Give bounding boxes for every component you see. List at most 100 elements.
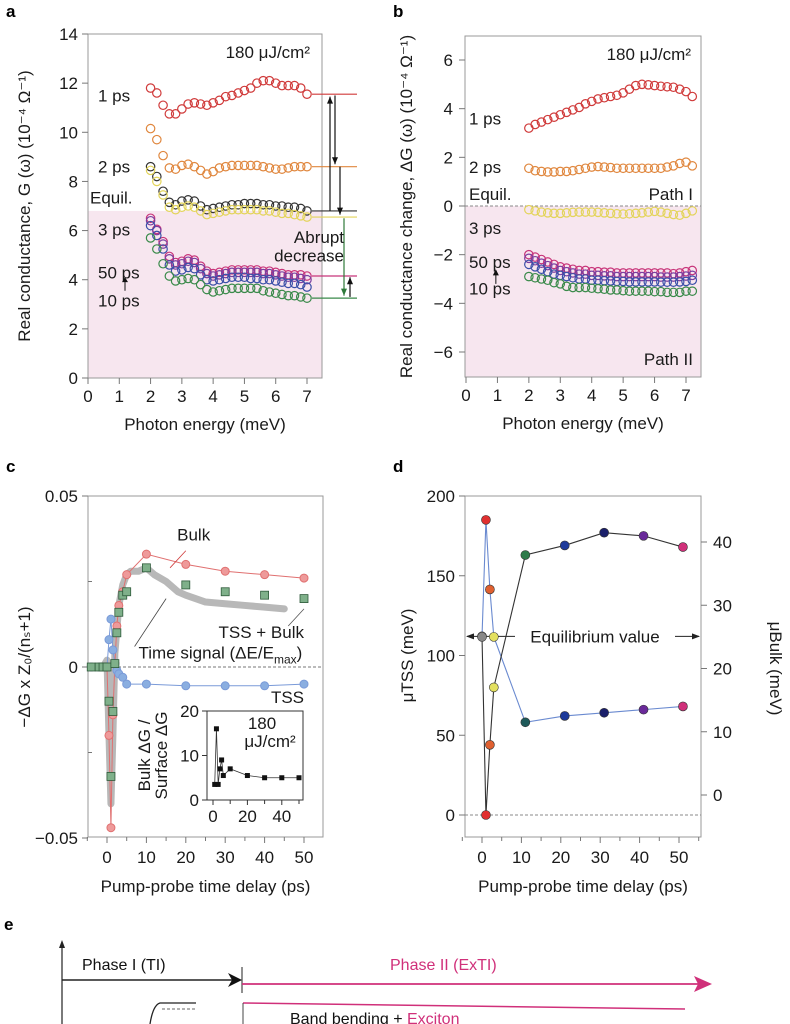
data-point-1-ps [536,117,547,127]
data-point-10-ps [164,271,175,281]
data-point-blue [624,277,635,287]
data-point-blue [524,259,534,270]
y-right-axis-label: μBulk (meV) [766,622,785,716]
y-right-tick-label: 20 [713,660,732,679]
data-point-10-ps [524,271,534,282]
data-point-3-ps [233,204,243,215]
data-point-10-ps [605,285,616,295]
mu-bulk-point [481,515,491,525]
y-left-tick-label: 200 [427,487,455,506]
data-point-Equil- [145,161,156,172]
x-tick-label: 4 [208,387,217,406]
data-point-1-ps [183,99,193,109]
series-label: 50 ps [98,263,140,282]
data-point-10-ps [618,285,628,296]
data-point-blue [264,274,275,285]
y-tick-label: 0 [69,369,78,388]
arrow-1-to-2-head-icon [332,157,338,165]
data-point-2-ps [656,163,666,174]
data-point-3-ps [618,209,628,219]
series-label: 3 ps [98,220,130,239]
data-point-purple [624,271,635,282]
data-point-purple [189,257,200,268]
bulk-label: Bulk [177,525,211,544]
data-point-blue [656,277,666,287]
data-point-3-ps [208,208,218,219]
data-point-10-ps [681,286,691,296]
inset-y-tick-label: 0 [190,791,199,810]
data-point-blue [681,276,691,287]
data-point-Equil- [245,198,256,209]
data-point-1-ps [687,91,698,102]
data-point-10-ps [252,283,262,294]
data-point-2-ps [202,169,212,179]
data-point-3-ps [662,208,672,219]
data-point-blue [630,277,641,287]
data-point-50-ps [530,252,540,262]
y-tick-label: 4 [69,271,78,290]
y-left-axis-label: μTSS (meV) [398,609,417,703]
data-point-1-ps [643,80,654,90]
data-point-1-ps [630,80,641,91]
data-point-10-ps [687,286,698,296]
plot-frame [87,33,323,379]
x-tick-label: 0 [461,386,470,405]
data-point-purple [302,274,312,285]
mu-bulk-line [481,519,683,723]
double-arrow-up-head-icon [327,96,333,104]
tss-bulk-point [114,607,124,617]
data-point-3-ps [668,209,679,220]
inset-point [217,766,223,772]
tss-point [260,681,270,691]
data-point-blue [208,276,218,286]
inset-y-label-2: Surface ΔG [152,712,171,800]
data-point-3-ps [295,211,306,221]
data-point-3-ps [637,208,647,218]
data-point-3-ps [270,207,281,217]
rise-curve [149,1002,196,1024]
y-axis-label: −ΔG x Z₀/(nₛ+1) [15,606,34,727]
y-right-tick-label: 30 [713,596,732,615]
data-point-2-ps [681,157,691,167]
data-point-10-ps [561,281,572,292]
equilibrium-left-arrowhead-icon [466,633,474,640]
data-point-2-ps [586,162,597,172]
data-point-blue [239,272,250,283]
tss-bulk-point [260,590,270,600]
data-point-purple [245,267,256,278]
path-2-label: Path II [644,350,693,369]
data-point-2-ps [214,163,225,173]
data-point-1-ps [227,90,237,101]
data-point-10-ps [630,286,641,296]
data-point-2-ps [574,164,584,175]
data-point-3-ps [549,208,559,219]
data-point-purple [258,268,268,279]
y-tick-label: 8 [69,172,78,191]
data-point-Equil- [152,171,162,182]
inset-y-tick-label: 20 [180,702,199,721]
data-point-1-ps [530,119,540,130]
data-point-1-ps [270,78,281,88]
series-label: 2 ps [469,158,501,177]
data-point-10-ps [189,274,200,285]
data-point-purple [145,215,156,226]
series-label: 10 ps [469,280,511,299]
data-point-2-ps [283,163,294,173]
data-point-2-ps [542,167,553,177]
data-point-3-ps [561,208,572,218]
data-point-Equil- [177,196,187,206]
data-point-Equil- [289,202,300,213]
data-point-10-ps [580,282,591,293]
inset-x-tick-label: 0 [208,807,217,826]
phase1-label: Phase I (TI) [82,957,166,974]
mu-bulk-point [599,707,609,718]
phase2-label: Phase II (ExTI) [390,957,497,974]
x-tick-label: 3 [177,387,186,406]
data-point-1-ps [580,99,591,109]
data-point-1-ps [302,89,312,99]
equilibrium-label: Equilibrium value [530,627,659,646]
data-point-purple [283,272,294,283]
data-point-2-ps [177,160,187,171]
tss-bulk-point [86,662,96,672]
data-point-2-ps [524,163,534,174]
